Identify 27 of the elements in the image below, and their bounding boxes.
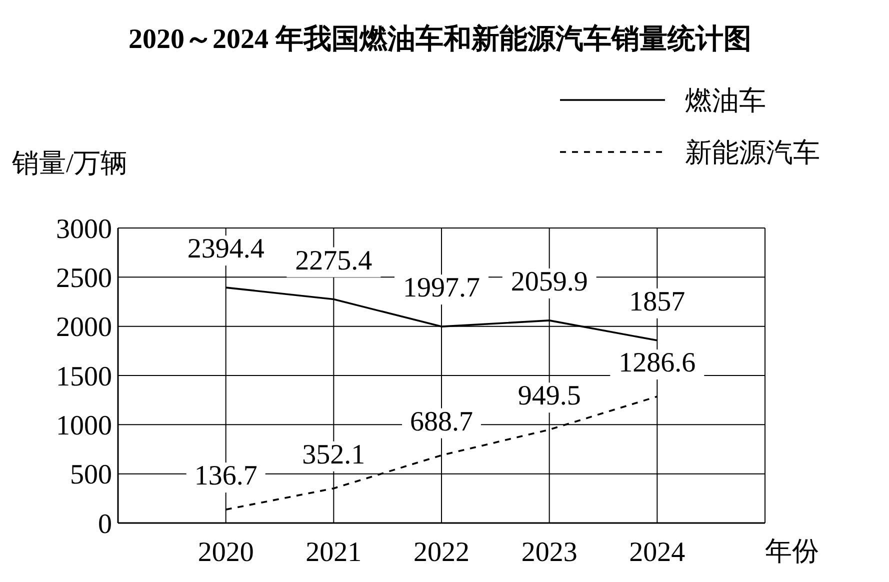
y-tick-label: 500 [70,460,112,491]
x-axis-title: 年份 [765,536,819,566]
y-tick-label: 2000 [56,312,112,344]
y-tick-label: 1500 [56,361,112,392]
x-tick-label: 2021 [306,537,362,568]
data-label: 688.7 [410,406,473,438]
y-tick-label: 2500 [56,262,112,294]
data-label: 2059.9 [510,266,588,298]
x-tick-label: 2020 [198,537,254,568]
data-label: 2394.4 [187,234,264,265]
chart-title: 2020～2024 年我国燃油车和新能源汽车销量统计图 [128,23,752,55]
x-tick-label: 2022 [414,537,470,568]
data-label: 1997.7 [403,272,480,304]
legend-label: 新能源汽车 [685,137,820,168]
data-label: 1857 [629,286,686,318]
x-tick-label: 2024 [629,537,686,568]
data-label: 352.1 [302,439,366,470]
data-label: 2275.4 [295,245,372,276]
data-label: 949.5 [518,380,581,412]
data-label: 1286.6 [618,347,696,378]
data-label: 136.7 [194,460,258,492]
y-tick-label: 0 [98,508,112,540]
y-tick-label: 3000 [56,214,112,245]
y-tick-label: 1000 [56,410,112,442]
x-tick-label: 2023 [521,537,578,568]
y-axis-title: 销量/万辆 [11,148,128,178]
legend-label: 燃油车 [685,85,766,116]
